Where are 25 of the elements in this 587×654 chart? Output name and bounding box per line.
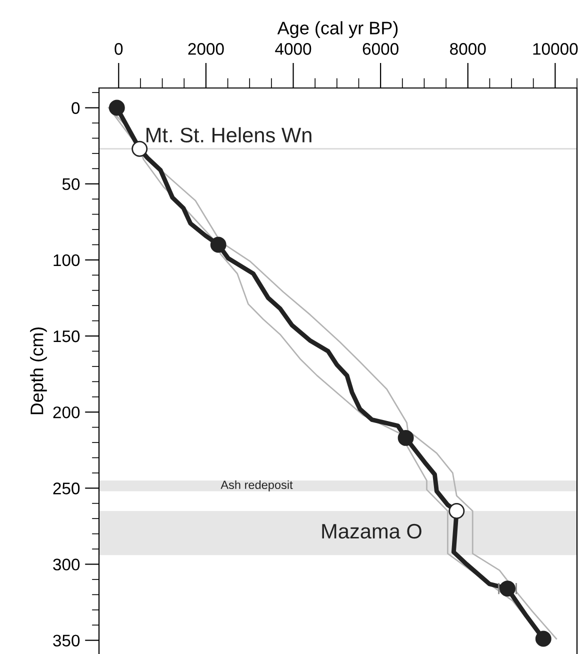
- y-tick-label: 100: [54, 254, 80, 266]
- x-tick-label: 0: [114, 43, 123, 55]
- point: [210, 236, 226, 253]
- point: [108, 100, 125, 116]
- y-tick-label: 250: [53, 482, 80, 494]
- point: [535, 630, 552, 647]
- x-tick-label: 4000: [275, 43, 312, 55]
- band-label: Mazama O: [322, 524, 422, 539]
- point: [132, 140, 148, 157]
- point: [398, 430, 414, 446]
- x-tick-label: 6000: [362, 43, 398, 55]
- ref-line-label: Mt. St. Helens Wn: [146, 127, 312, 142]
- x-tick-label: 10000: [533, 43, 578, 55]
- y-tick-label: 200: [53, 406, 80, 418]
- x-axis-title: Age (cal yr BP): [277, 21, 398, 38]
- y-tick-label: 0: [72, 102, 80, 114]
- y-tick-label: 350: [53, 634, 80, 647]
- y-tick-label: 150: [54, 330, 80, 342]
- band-label: Ash redeposit: [220, 480, 293, 492]
- x-tick-label: 8000: [450, 43, 486, 55]
- y-tick-label: 50: [62, 178, 80, 190]
- y-tick-label: 300: [53, 558, 80, 570]
- point: [448, 503, 465, 519]
- y-axis-title: Depth (cm): [30, 327, 47, 414]
- x-tick-label: 2000: [188, 43, 224, 55]
